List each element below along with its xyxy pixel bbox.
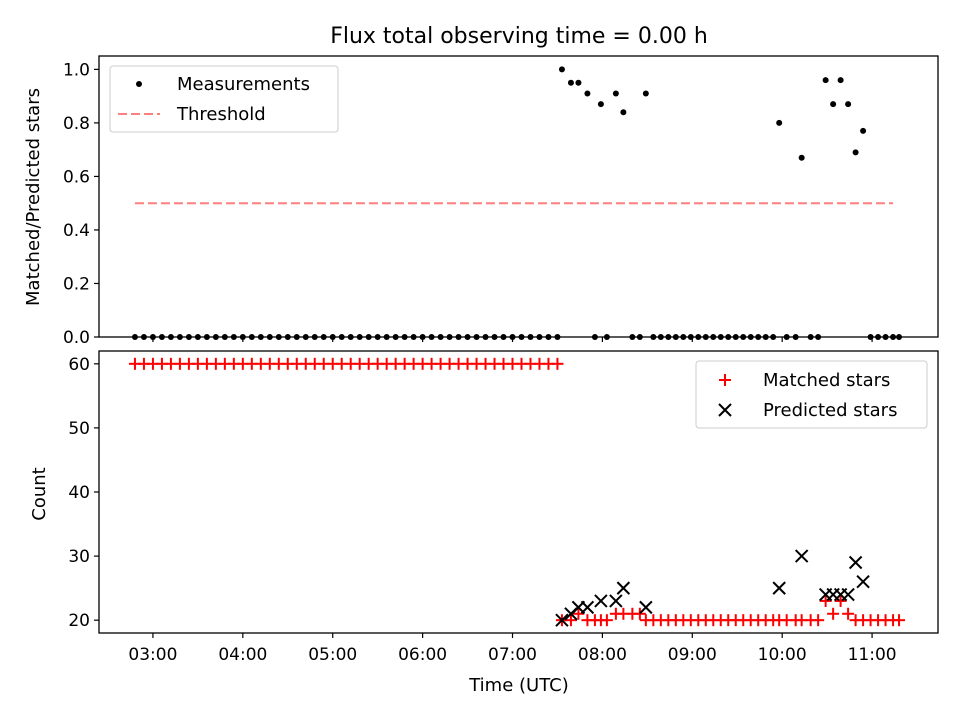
top-y-axis-label: Matched/Predicted stars [23, 88, 44, 306]
top-legend-box [109, 65, 339, 133]
predicted-star-marker [856, 575, 870, 589]
bottom-x-tick-label: 06:00 [398, 645, 447, 665]
chart-title: Flux total observing time = 0.00 h [330, 24, 708, 49]
bottom-y-tick-label: 50 [68, 419, 90, 439]
matched-star-marker [893, 614, 906, 627]
legend-measurements-marker [136, 81, 142, 87]
bottom-y-tick-label: 30 [68, 547, 90, 567]
legend-predicted-label: Predicted stars [763, 400, 897, 421]
predicted-star-marker [794, 549, 809, 563]
measurement-point [567, 79, 574, 86]
legend-predicted-marker [718, 403, 732, 417]
top-panel: 0.0 0.2 0.4 0.6 0.8 1.0 Matched/Predicted sta… [23, 55, 939, 348]
bottom-x-tick-label: 07:00 [488, 645, 537, 665]
measurement-point [642, 90, 649, 97]
measurement-point [845, 101, 852, 108]
bottom-y-ticks: 20 30 40 50 60 [68, 355, 99, 631]
top-marks [131, 66, 903, 340]
matched-star-marker [564, 614, 577, 627]
measurement-point [830, 101, 837, 108]
top-legend: Measurements Threshold [109, 65, 339, 133]
legend-matched-label: Matched stars [763, 370, 890, 391]
measurement-point [852, 149, 859, 156]
bottom-x-tick-label: 03:00 [128, 645, 177, 665]
legend-threshold-label: Threshold [176, 104, 266, 125]
bottom-legend-box [695, 360, 928, 429]
bottom-marks [128, 357, 906, 627]
measurement-point [575, 79, 582, 86]
predicted-star-marker [555, 613, 569, 627]
bottom-x-tick-label: 04:00 [218, 645, 267, 665]
predicted-star-marker [848, 555, 863, 570]
top-y-ticks: 0.0 0.2 0.4 0.6 0.8 1.0 [63, 60, 873, 348]
predicted-star-marker [772, 581, 786, 595]
bottom-panel: 20 30 40 50 60 03:00 04:00 05:00 06:00 07:00 08:0… [29, 350, 939, 696]
bottom-y-tick-label: 20 [68, 611, 90, 631]
measurement-point [558, 66, 565, 73]
bottom-y-tick-label: 60 [68, 355, 90, 375]
matched-star-marker [827, 607, 840, 620]
predicted-star-marker [609, 594, 623, 608]
matched-star-marker [572, 607, 585, 620]
bottom-x-tick-label: 08:00 [578, 645, 627, 665]
bottom-x-tick-label: 05:00 [308, 645, 357, 665]
top-y-tick-label: 1.0 [63, 60, 90, 80]
bottom-y-axis-label: Count [29, 467, 50, 520]
predicted-star-marker [580, 600, 595, 615]
top-y-tick-label: 0.8 [63, 114, 90, 134]
predicted-star-marker [639, 600, 653, 615]
predicted-star-marker [594, 594, 608, 608]
top-y-tick-label: 0.6 [63, 167, 90, 187]
bottom-x-axis-label: Time (UTC) [468, 675, 569, 696]
top-y-tick-label: 0.4 [63, 221, 90, 241]
measurement-point [584, 90, 591, 97]
matched-star-marker [551, 357, 564, 370]
bottom-y-tick-label: 40 [68, 483, 90, 503]
bottom-x-tick-label: 10:00 [758, 645, 807, 665]
measurement-point [798, 154, 805, 161]
bottom-x-tick-label: 09:00 [668, 645, 717, 665]
predicted-star-marker [841, 587, 855, 602]
measurement-point [837, 77, 844, 84]
matched-star-marker [812, 614, 825, 627]
matched-star-marker [834, 594, 847, 607]
top-axes-frame [98, 55, 939, 338]
measurement-point [612, 90, 619, 97]
top-y-tick-label: 0.0 [63, 328, 90, 348]
legend-matched-marker [719, 374, 731, 386]
measurement-point [776, 119, 783, 126]
matched-star-marker [842, 607, 855, 620]
bottom-x-ticks: 03:00 04:00 05:00 06:00 07:00 08:00 09:00 10:00… [128, 633, 897, 665]
matched-star-marker [633, 607, 646, 620]
measurement-point [597, 101, 604, 108]
matched-star-marker [600, 614, 613, 627]
predicted-star-marker [616, 581, 631, 595]
legend-measurements-label: Measurements [177, 74, 310, 95]
bottom-legend: Matched stars Predicted stars [695, 360, 928, 429]
top-y-tick-label: 0.2 [63, 274, 90, 294]
measurement-point [822, 77, 829, 84]
bottom-x-tick-label: 11:00 [848, 645, 897, 665]
matched-star-marker [819, 594, 832, 607]
measurement-point [860, 127, 867, 134]
measurement-point [620, 109, 627, 116]
